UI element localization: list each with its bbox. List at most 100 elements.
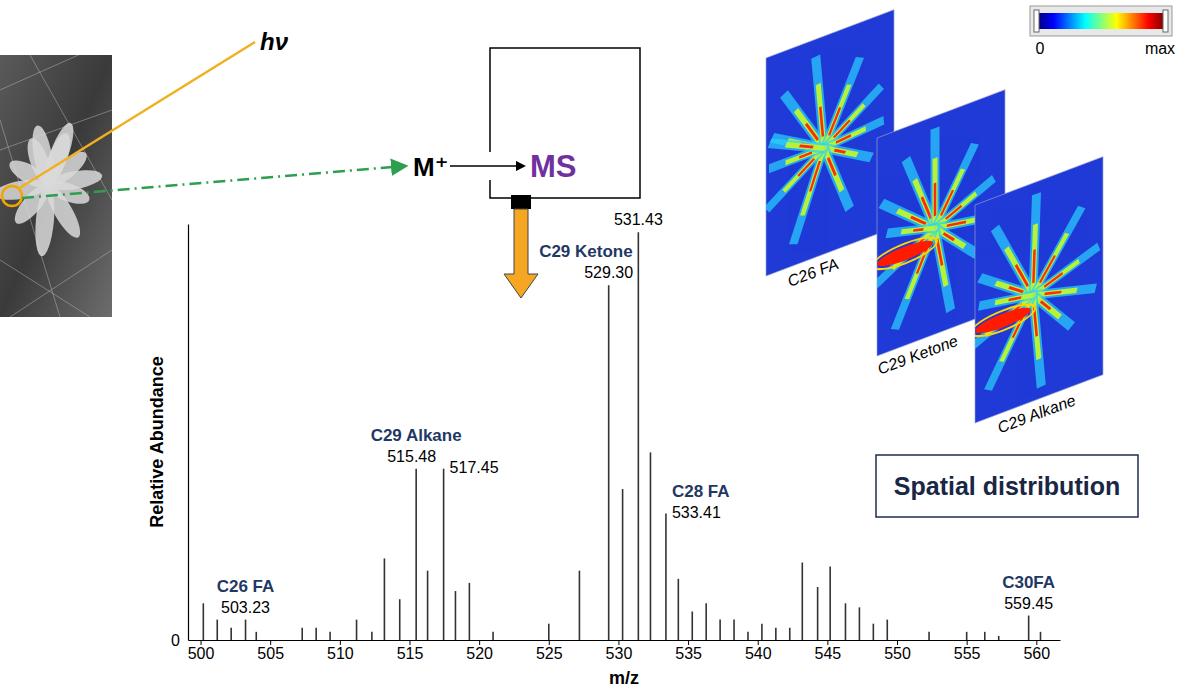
ion-signal — [934, 183, 937, 216]
peak-name-label: C29 Ketone — [539, 242, 633, 261]
x-tick-mark — [270, 640, 271, 645]
peak — [548, 624, 550, 640]
caption: Spatial distribution — [894, 472, 1120, 500]
ion-signal — [947, 218, 966, 229]
peak — [301, 628, 303, 640]
x-tick: 515 — [397, 640, 424, 662]
ion-signal — [1009, 295, 1022, 302]
peak — [984, 632, 986, 640]
ion-signal — [824, 120, 884, 148]
peak — [691, 611, 693, 640]
x-tick-label: 510 — [327, 645, 354, 662]
peak-mz-label: 529.30 — [584, 264, 633, 281]
ion-hotspot — [877, 231, 937, 275]
ion-signal — [1016, 260, 1028, 290]
x-tick: 530 — [606, 640, 633, 662]
ion-signal — [836, 136, 851, 143]
x-tick-mark — [688, 640, 689, 645]
peak — [665, 514, 667, 640]
x-tick-label: 545 — [815, 645, 842, 662]
ion-label: M⁺ — [413, 152, 448, 182]
x-tick: 500 — [188, 640, 215, 662]
peak — [705, 603, 707, 640]
colorbar-handle — [1163, 10, 1168, 32]
peak-mz-label: 559.45 — [1004, 595, 1053, 612]
ion-signal — [913, 227, 923, 234]
x-tick-label: 520 — [466, 645, 493, 662]
ion-image — [965, 157, 1103, 427]
peak — [315, 628, 317, 640]
plant-photo — [0, 55, 112, 317]
ion-signal — [834, 146, 845, 157]
peak — [492, 632, 494, 640]
peak — [678, 579, 680, 640]
peak — [845, 603, 847, 640]
ion-hotspot — [975, 298, 1035, 342]
peak — [455, 591, 457, 640]
photo-scratch — [10, 250, 112, 317]
x-tick-label: 540 — [745, 645, 772, 662]
peak — [622, 489, 624, 640]
peak — [829, 567, 831, 640]
peak — [1028, 616, 1030, 640]
colorbar-handle — [1034, 10, 1039, 32]
ion-path — [22, 166, 405, 198]
ion-signal — [816, 53, 824, 151]
y-tick: 0 — [171, 632, 188, 649]
peak — [245, 620, 247, 640]
ms-arrow — [450, 165, 524, 167]
ion-signal — [877, 228, 935, 286]
ion-signal — [800, 141, 814, 152]
y-axis-line — [188, 225, 189, 641]
peak — [775, 628, 777, 640]
peak-mz-label: 531.43 — [614, 211, 663, 228]
ion-signal — [799, 153, 812, 158]
ion-signal — [943, 229, 954, 244]
ion-signal — [1044, 273, 1062, 287]
x-tick: 510 — [327, 640, 354, 662]
x-tick-mark — [201, 640, 202, 645]
x-tick-mark — [618, 640, 619, 645]
peak — [415, 469, 417, 640]
peak — [761, 624, 763, 640]
ion-image-ground — [975, 157, 1103, 423]
peak — [399, 599, 401, 640]
x-tick-label: 550 — [884, 645, 911, 662]
colorbar — [1038, 13, 1164, 29]
x-axis-title: m/z — [609, 668, 639, 688]
ion-signal — [1033, 250, 1034, 283]
peak — [859, 607, 861, 640]
x-tick-mark — [758, 640, 759, 645]
x-tick-label: 505 — [257, 645, 284, 662]
ion-image-label: C29 Alkane — [995, 391, 1078, 436]
peak — [638, 232, 640, 640]
peak — [608, 285, 610, 640]
peak-mz-label: 503.23 — [221, 599, 270, 616]
x-tick-mark — [409, 640, 410, 645]
laser-beam — [18, 42, 255, 189]
ion-signal — [820, 106, 823, 138]
x-tick: 540 — [745, 640, 772, 662]
x-tick-mark — [827, 640, 828, 645]
ion-signal — [806, 119, 818, 144]
peak-name-label: C29 Alkane — [371, 426, 462, 445]
arrow-cap — [511, 195, 531, 209]
peak-name-label: C28 FA — [672, 482, 730, 501]
ion-signal — [1033, 207, 1082, 295]
peak — [255, 632, 257, 640]
ion-signal — [786, 130, 824, 162]
x-tick: 550 — [884, 640, 911, 662]
photo-scratch — [0, 55, 112, 90]
photon-label: hν — [260, 28, 289, 55]
ion-signal — [1033, 194, 1036, 295]
x-tick: 505 — [257, 640, 284, 662]
x-tick-label: 535 — [675, 645, 702, 662]
peak — [443, 469, 445, 640]
y-axis-title: Relative Abundance — [147, 356, 167, 527]
peak — [733, 620, 735, 640]
x-axis: 500505510515520525530535540545550555560 — [188, 640, 1061, 662]
peak — [1040, 632, 1042, 640]
peak — [579, 571, 581, 640]
x-tick-mark — [967, 640, 968, 645]
peak — [329, 632, 331, 640]
